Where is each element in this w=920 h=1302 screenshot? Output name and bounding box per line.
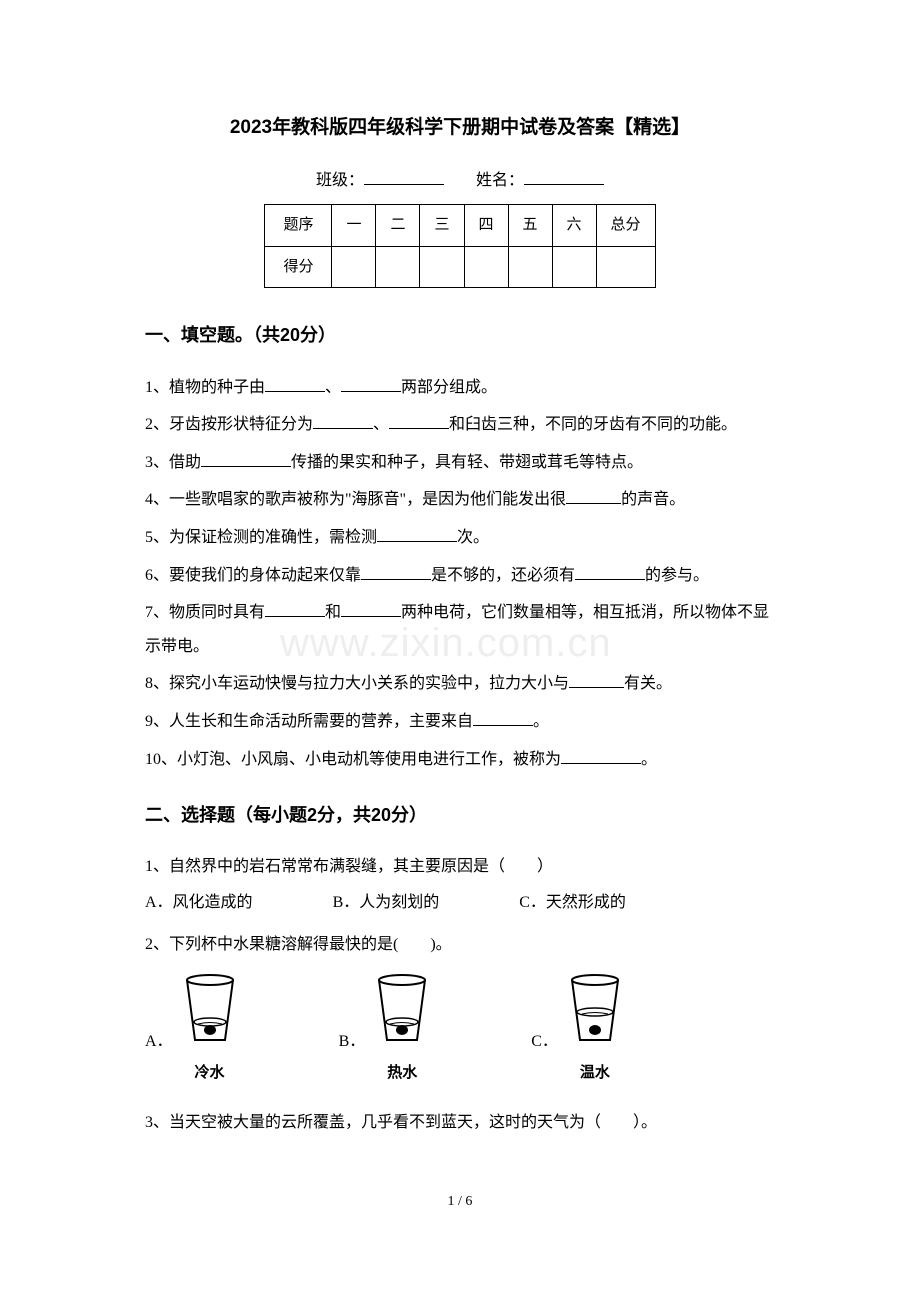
blank: [569, 672, 624, 688]
q-text: 9、人生长和生命活动所需要的营养，主要来自: [145, 713, 473, 730]
question: 9、人生长和生命活动所需要的营养，主要来自 。: [145, 705, 775, 739]
option-c: C．天然形成的: [519, 888, 626, 918]
header-cell: 一: [332, 205, 376, 247]
question: 6、要使我们的身体动起来仅靠 是不够的，还必须有 的参与。: [145, 559, 775, 593]
q-text: 3、借助: [145, 454, 201, 471]
blank: [341, 601, 401, 617]
q-text: 和: [325, 604, 341, 621]
q-text: 和臼齿三种，不同的牙齿有不同的功能。: [449, 416, 737, 433]
cup-option-b: B． 热水: [339, 974, 432, 1088]
blank: [341, 376, 401, 392]
cup-option-a: A． 冷水: [145, 974, 239, 1088]
q-text: 的参与。: [645, 567, 709, 584]
page-number: 1 / 6: [145, 1189, 775, 1216]
q-text: 10、小灯泡、小风扇、小电动机等使用电进行工作，被称为: [145, 751, 561, 768]
question: 2、下列杯中水果糖溶解得最快的是( )。: [145, 928, 775, 962]
q-text: 4、一些歌唱家的歌声被称为"海豚音"，是因为他们能发出很: [145, 491, 566, 508]
question: 4、一些歌唱家的歌声被称为"海豚音"，是因为他们能发出很 的声音。: [145, 483, 775, 517]
header-cell: 三: [420, 205, 464, 247]
cup-icon: [373, 974, 431, 1046]
header-cell: 六: [552, 205, 596, 247]
name-blank: [524, 167, 604, 185]
score-cell: [596, 246, 655, 288]
option-a: A．风化造成的: [145, 888, 253, 918]
class-name-row: 班级： 姓名：: [145, 166, 775, 196]
q-text: 。: [641, 751, 657, 768]
blank: [389, 413, 449, 429]
header-cell: 总分: [596, 205, 655, 247]
cup-option-c: C． 温水: [531, 974, 624, 1088]
name-label: 姓名：: [476, 172, 524, 189]
question: 2、牙齿按形状特征分为 、 和臼齿三种，不同的牙齿有不同的功能。: [145, 408, 775, 442]
question: 7、物质同时具有和两种电荷，它们数量相等，相互抵消，所以物体不显示带电。: [145, 596, 775, 663]
q-text: 。: [533, 713, 549, 730]
cup-label: 温水: [566, 1059, 624, 1088]
question: 5、为保证检测的准确性，需检测 次。: [145, 521, 775, 555]
header-cell: 五: [508, 205, 552, 247]
header-cell: 四: [464, 205, 508, 247]
blank: [201, 451, 291, 467]
q-text: 8、探究小车运动快慢与拉力大小关系的实验中，拉力大小与: [145, 675, 569, 692]
page-title: 2023年教科版四年级科学下册期中试卷及答案【精选】: [145, 110, 775, 146]
score-cell: [464, 246, 508, 288]
options-row: A．风化造成的 B．人为刻划的 C．天然形成的: [145, 888, 775, 918]
option-b: B．人为刻划的: [333, 888, 440, 918]
q-text: 6、要使我们的身体动起来仅靠: [145, 567, 361, 584]
q-text: 、: [373, 416, 389, 433]
blank: [575, 564, 645, 580]
blank: [377, 526, 457, 542]
cup-row: A． 冷水 B．: [145, 974, 775, 1088]
cup-label: 冷水: [181, 1059, 239, 1088]
class-blank: [364, 167, 444, 185]
q-text: 是不够的，还必须有: [431, 567, 575, 584]
blank: [265, 376, 325, 392]
header-cell: 题序: [265, 205, 332, 247]
q-text: 、: [325, 379, 341, 396]
blank: [265, 601, 325, 617]
q-text: 1、植物的种子由: [145, 379, 265, 396]
section2-heading: 二、选择题（每小题2分，共20分）: [145, 798, 775, 832]
question: 1、植物的种子由 、 两部分组成。: [145, 371, 775, 405]
header-cell: 二: [376, 205, 420, 247]
score-cell: [552, 246, 596, 288]
cup-letter: C．: [531, 1027, 558, 1057]
score-table: 题序 一 二 三 四 五 六 总分 得分: [264, 204, 655, 288]
q-text: 两部分组成。: [401, 379, 497, 396]
q-text: 有关。: [624, 675, 672, 692]
score-cell: [332, 246, 376, 288]
q-text: 7、物质同时具有: [145, 604, 265, 621]
blank: [561, 748, 641, 764]
blank: [313, 413, 373, 429]
cup-icon: [566, 974, 624, 1046]
class-label: 班级：: [316, 172, 364, 189]
blank: [361, 564, 431, 580]
q-text: 2、牙齿按形状特征分为: [145, 416, 313, 433]
cup-letter: B．: [339, 1027, 366, 1057]
q-text: 5、为保证检测的准确性，需检测: [145, 529, 377, 546]
score-label-cell: 得分: [265, 246, 332, 288]
question: 3、当天空被大量的云所覆盖，几乎看不到蓝天，这时的天气为（ ）。: [145, 1106, 775, 1140]
question: 8、探究小车运动快慢与拉力大小关系的实验中，拉力大小与 有关。: [145, 667, 775, 701]
q-text: 的声音。: [621, 491, 685, 508]
cup-label: 热水: [373, 1059, 431, 1088]
score-cell: [508, 246, 552, 288]
table-row: 题序 一 二 三 四 五 六 总分: [265, 205, 655, 247]
table-row: 得分: [265, 246, 655, 288]
score-cell: [420, 246, 464, 288]
cup-letter: A．: [145, 1027, 173, 1057]
blank: [566, 488, 621, 504]
question: 1、自然界中的岩石常常布满裂缝，其主要原因是（ ）: [145, 850, 775, 884]
cup-icon: [181, 974, 239, 1046]
q-text: 次。: [457, 529, 489, 546]
question: 3、借助 传播的果实和种子，具有轻、带翅或茸毛等特点。: [145, 446, 775, 480]
question: 10、小灯泡、小风扇、小电动机等使用电进行工作，被称为 。: [145, 743, 775, 777]
q-text: 传播的果实和种子，具有轻、带翅或茸毛等特点。: [291, 454, 643, 471]
blank: [473, 710, 533, 726]
section1-heading: 一、填空题。（共20分）: [145, 318, 775, 352]
score-cell: [376, 246, 420, 288]
